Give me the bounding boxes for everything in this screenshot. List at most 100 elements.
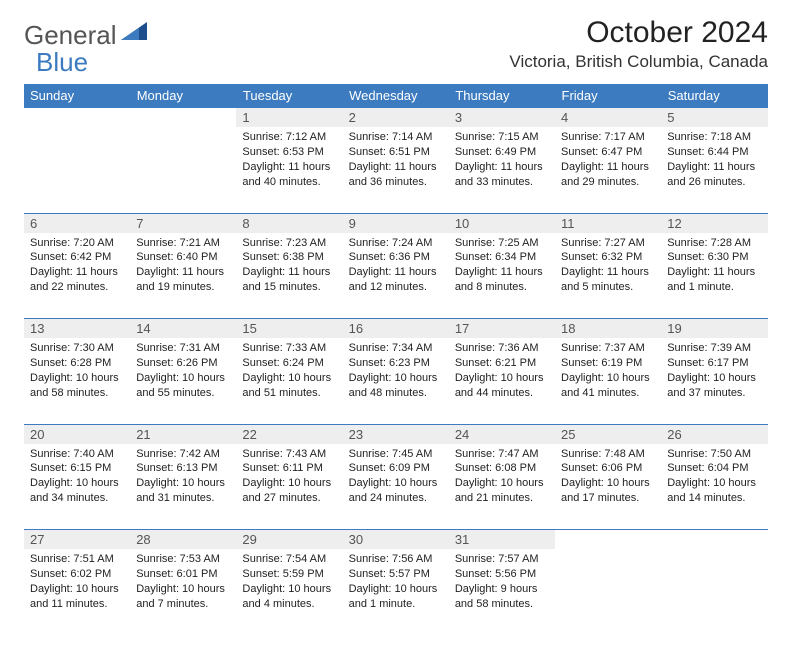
- day-cell-body: Sunrise: 7:15 AMSunset: 6:49 PMDaylight:…: [449, 127, 555, 193]
- sunset-text: Sunset: 6:36 PM: [349, 250, 443, 265]
- daylight-text: Daylight: 10 hours and 21 minutes.: [455, 476, 549, 506]
- dayname-fri: Friday: [555, 84, 661, 108]
- day-cell: [661, 549, 767, 635]
- sunrise-text: Sunrise: 7:21 AM: [136, 236, 230, 251]
- day-number: 7: [130, 213, 236, 233]
- daylight-text: Daylight: 10 hours and 37 minutes.: [667, 371, 761, 401]
- day-number: 8: [236, 213, 342, 233]
- sunset-text: Sunset: 6:53 PM: [242, 145, 336, 160]
- daylight-text: Daylight: 9 hours and 58 minutes.: [455, 582, 549, 612]
- sunset-text: Sunset: 6:02 PM: [30, 567, 124, 582]
- sunset-text: Sunset: 6:51 PM: [349, 145, 443, 160]
- day-cell: Sunrise: 7:33 AMSunset: 6:24 PMDaylight:…: [236, 338, 342, 424]
- day-number: [24, 108, 130, 128]
- sunset-text: Sunset: 6:49 PM: [455, 145, 549, 160]
- sunrise-text: Sunrise: 7:57 AM: [455, 552, 549, 567]
- sunrise-text: Sunrise: 7:33 AM: [242, 341, 336, 356]
- week-row: Sunrise: 7:51 AMSunset: 6:02 PMDaylight:…: [24, 549, 768, 635]
- sunset-text: Sunset: 6:32 PM: [561, 250, 655, 265]
- sunrise-text: Sunrise: 7:54 AM: [242, 552, 336, 567]
- calendar-page: General Blue October 2024 Victoria, Brit…: [0, 0, 792, 651]
- day-cell: Sunrise: 7:25 AMSunset: 6:34 PMDaylight:…: [449, 233, 555, 319]
- day-cell-body: Sunrise: 7:12 AMSunset: 6:53 PMDaylight:…: [236, 127, 342, 193]
- sunset-text: Sunset: 6:17 PM: [667, 356, 761, 371]
- sunrise-text: Sunrise: 7:56 AM: [349, 552, 443, 567]
- dayname-tue: Tuesday: [236, 84, 342, 108]
- dayname-sun: Sunday: [24, 84, 130, 108]
- daylight-text: Daylight: 10 hours and 55 minutes.: [136, 371, 230, 401]
- day-cell: Sunrise: 7:15 AMSunset: 6:49 PMDaylight:…: [449, 127, 555, 213]
- sunset-text: Sunset: 6:19 PM: [561, 356, 655, 371]
- day-cell: Sunrise: 7:43 AMSunset: 6:11 PMDaylight:…: [236, 444, 342, 530]
- day-number: 20: [24, 424, 130, 444]
- day-number: 22: [236, 424, 342, 444]
- day-cell-body: Sunrise: 7:39 AMSunset: 6:17 PMDaylight:…: [661, 338, 767, 404]
- day-cell-body: Sunrise: 7:33 AMSunset: 6:24 PMDaylight:…: [236, 338, 342, 404]
- day-cell-body: Sunrise: 7:50 AMSunset: 6:04 PMDaylight:…: [661, 444, 767, 510]
- sunrise-text: Sunrise: 7:15 AM: [455, 130, 549, 145]
- brand-word-1: General: [24, 20, 117, 50]
- sunset-text: Sunset: 6:24 PM: [242, 356, 336, 371]
- sunset-text: Sunset: 6:38 PM: [242, 250, 336, 265]
- sunrise-text: Sunrise: 7:14 AM: [349, 130, 443, 145]
- sunset-text: Sunset: 6:44 PM: [667, 145, 761, 160]
- sunset-text: Sunset: 6:04 PM: [667, 461, 761, 476]
- day-number: 14: [130, 319, 236, 339]
- sunrise-text: Sunrise: 7:42 AM: [136, 447, 230, 462]
- day-cell: Sunrise: 7:18 AMSunset: 6:44 PMDaylight:…: [661, 127, 767, 213]
- day-cell-body: Sunrise: 7:30 AMSunset: 6:28 PMDaylight:…: [24, 338, 130, 404]
- daylight-text: Daylight: 10 hours and 17 minutes.: [561, 476, 655, 506]
- day-cell: Sunrise: 7:42 AMSunset: 6:13 PMDaylight:…: [130, 444, 236, 530]
- day-cell: [130, 127, 236, 213]
- day-number: 28: [130, 530, 236, 550]
- day-cell: Sunrise: 7:21 AMSunset: 6:40 PMDaylight:…: [130, 233, 236, 319]
- daylight-text: Daylight: 11 hours and 19 minutes.: [136, 265, 230, 295]
- daylight-text: Daylight: 10 hours and 4 minutes.: [242, 582, 336, 612]
- daylight-text: Daylight: 10 hours and 41 minutes.: [561, 371, 655, 401]
- day-cell-body: Sunrise: 7:14 AMSunset: 6:51 PMDaylight:…: [343, 127, 449, 193]
- sunrise-text: Sunrise: 7:51 AM: [30, 552, 124, 567]
- sunset-text: Sunset: 5:57 PM: [349, 567, 443, 582]
- brand-word-2: Blue: [36, 47, 88, 77]
- sunrise-text: Sunrise: 7:12 AM: [242, 130, 336, 145]
- day-cell-body: Sunrise: 7:20 AMSunset: 6:42 PMDaylight:…: [24, 233, 130, 299]
- day-cell-body: Sunrise: 7:21 AMSunset: 6:40 PMDaylight:…: [130, 233, 236, 299]
- day-number: [130, 108, 236, 128]
- day-number: 4: [555, 108, 661, 128]
- sunrise-text: Sunrise: 7:53 AM: [136, 552, 230, 567]
- day-number: 16: [343, 319, 449, 339]
- daylight-text: Daylight: 11 hours and 33 minutes.: [455, 160, 549, 190]
- dayname-thu: Thursday: [449, 84, 555, 108]
- day-cell-body: Sunrise: 7:37 AMSunset: 6:19 PMDaylight:…: [555, 338, 661, 404]
- day-number: 2: [343, 108, 449, 128]
- day-number: 18: [555, 319, 661, 339]
- day-number: 25: [555, 424, 661, 444]
- daylight-text: Daylight: 10 hours and 31 minutes.: [136, 476, 230, 506]
- day-cell: Sunrise: 7:48 AMSunset: 6:06 PMDaylight:…: [555, 444, 661, 530]
- sunset-text: Sunset: 6:40 PM: [136, 250, 230, 265]
- day-cell: [24, 127, 130, 213]
- day-number: 11: [555, 213, 661, 233]
- week-row: Sunrise: 7:40 AMSunset: 6:15 PMDaylight:…: [24, 444, 768, 530]
- day-number: 6: [24, 213, 130, 233]
- sunrise-text: Sunrise: 7:28 AM: [667, 236, 761, 251]
- day-cell-body: Sunrise: 7:31 AMSunset: 6:26 PMDaylight:…: [130, 338, 236, 404]
- day-cell: Sunrise: 7:23 AMSunset: 6:38 PMDaylight:…: [236, 233, 342, 319]
- day-cell-body: Sunrise: 7:48 AMSunset: 6:06 PMDaylight:…: [555, 444, 661, 510]
- dayname-sat: Saturday: [661, 84, 767, 108]
- day-number: 21: [130, 424, 236, 444]
- daylight-text: Daylight: 10 hours and 11 minutes.: [30, 582, 124, 612]
- sunrise-text: Sunrise: 7:48 AM: [561, 447, 655, 462]
- daylight-text: Daylight: 11 hours and 8 minutes.: [455, 265, 549, 295]
- day-cell-body: Sunrise: 7:28 AMSunset: 6:30 PMDaylight:…: [661, 233, 767, 299]
- day-cell: Sunrise: 7:24 AMSunset: 6:36 PMDaylight:…: [343, 233, 449, 319]
- sunrise-text: Sunrise: 7:36 AM: [455, 341, 549, 356]
- day-number: 5: [661, 108, 767, 128]
- day-number: 10: [449, 213, 555, 233]
- sunset-text: Sunset: 6:11 PM: [242, 461, 336, 476]
- dayname-wed: Wednesday: [343, 84, 449, 108]
- brand-text: General Blue: [24, 22, 147, 76]
- sunrise-text: Sunrise: 7:30 AM: [30, 341, 124, 356]
- day-cell-body: Sunrise: 7:27 AMSunset: 6:32 PMDaylight:…: [555, 233, 661, 299]
- day-cell-body: Sunrise: 7:47 AMSunset: 6:08 PMDaylight:…: [449, 444, 555, 510]
